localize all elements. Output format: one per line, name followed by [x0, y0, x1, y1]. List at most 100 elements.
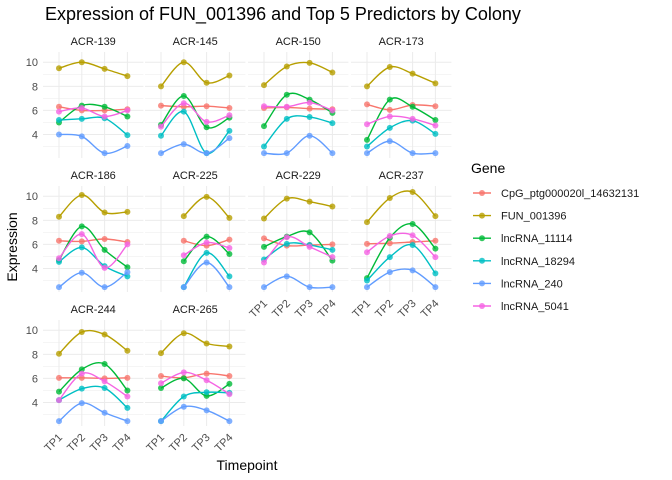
data-point	[78, 192, 85, 199]
data-point	[364, 143, 370, 150]
data-point	[78, 370, 85, 377]
data-point	[124, 132, 131, 139]
data-point	[124, 347, 131, 354]
series-line-lncRNA_18294	[58, 116, 128, 136]
data-point	[124, 264, 131, 271]
series-line-lncRNA_5041	[263, 236, 333, 263]
data-point	[226, 273, 233, 280]
data-point	[226, 343, 233, 350]
y-tick-label: 6	[32, 105, 38, 117]
data-point	[56, 103, 62, 110]
data-point	[329, 69, 336, 76]
data-point	[409, 267, 416, 274]
series-line-lncRNA_11114	[58, 225, 128, 268]
data-point	[386, 254, 393, 261]
x-tick-label: TP2	[270, 298, 293, 321]
data-point	[226, 380, 233, 387]
series-line-lncRNA_240	[263, 275, 333, 289]
facet-strip-label: ACR-225	[173, 170, 218, 182]
facet-panel: ACR-265 TP1 TP2 TP3 TP4	[144, 304, 246, 455]
data-point	[158, 83, 164, 90]
data-point	[261, 259, 267, 266]
data-point	[78, 244, 85, 251]
data-point	[203, 233, 210, 240]
data-point	[124, 107, 131, 114]
series-line-CpG_ptg000020l_14632131	[263, 106, 333, 110]
data-point	[101, 150, 108, 157]
series-line-lncRNA_5041	[58, 107, 128, 118]
series-line-FUN_001396	[58, 329, 128, 355]
data-point	[56, 255, 62, 262]
data-point	[56, 418, 62, 425]
series-line-CpG_ptg000020l_14632131	[160, 104, 230, 109]
data-point	[180, 108, 187, 115]
data-point	[386, 240, 393, 247]
data-point	[56, 284, 62, 291]
data-point	[203, 340, 210, 347]
data-point	[226, 214, 233, 221]
data-point	[226, 391, 233, 398]
facet-panel: ACR-139 4 6 8 10	[26, 36, 144, 158]
legend-key-point	[479, 257, 485, 264]
y-tick-label: 10	[26, 191, 38, 203]
data-point	[283, 115, 290, 122]
data-point	[124, 142, 131, 149]
facet-strip-label: ACR-186	[71, 170, 116, 182]
data-point	[78, 105, 85, 112]
data-point	[180, 375, 187, 382]
data-point	[158, 373, 164, 380]
legend-item: lncRNA_240	[473, 278, 563, 290]
series-line-lncRNA_18294	[58, 246, 128, 277]
data-point	[56, 65, 62, 72]
data-point	[283, 195, 290, 202]
series-line-lncRNA_18294	[263, 115, 333, 148]
data-point	[432, 213, 439, 220]
series-line-lncRNA_11114	[160, 377, 230, 397]
facet-strip-label: ACR-229	[276, 170, 321, 182]
data-point	[432, 270, 439, 277]
data-point	[56, 131, 62, 138]
facet-strip-label: ACR-265	[173, 304, 218, 316]
facet-panel: ACR-225	[145, 170, 246, 292]
series-line-lncRNA_240	[160, 137, 230, 154]
series-line-lncRNA_240	[160, 405, 230, 422]
facet-strip-label: ACR-145	[173, 36, 218, 48]
data-point	[78, 115, 85, 122]
legend-title: Gene	[471, 160, 505, 176]
data-point	[386, 269, 393, 276]
series-line-lncRNA_5041	[366, 232, 436, 258]
series-line-lncRNA_5041	[160, 102, 230, 128]
x-tick-label: TP3	[88, 432, 111, 455]
x-tick-label: TP1	[350, 298, 373, 321]
data-point	[283, 63, 290, 70]
data-point	[226, 251, 233, 258]
x-tick-label: TP2	[167, 432, 190, 455]
facet-panel: ACR-145	[145, 36, 246, 158]
data-point	[203, 124, 210, 131]
data-point	[78, 238, 85, 245]
data-point	[78, 366, 85, 373]
series-line-lncRNA_18294	[58, 385, 128, 409]
y-tick-label: 8	[32, 81, 38, 93]
data-point	[180, 59, 187, 66]
data-point	[364, 101, 370, 108]
legend-key-point	[479, 303, 485, 309]
series-line-lncRNA_240	[366, 140, 436, 155]
y-tick-label: 4	[32, 264, 38, 276]
data-point	[180, 92, 187, 99]
legend-label: lncRNA_18294	[501, 256, 575, 268]
data-point	[180, 100, 187, 107]
data-point	[432, 117, 439, 124]
y-tick-label: 4	[32, 398, 38, 410]
data-point	[261, 82, 267, 89]
data-point	[364, 83, 370, 90]
data-point	[203, 118, 210, 125]
data-point	[329, 241, 336, 248]
data-point	[409, 103, 416, 110]
data-point	[432, 245, 439, 252]
y-tick-label: 10	[26, 325, 38, 337]
series-line-lncRNA_11114	[58, 103, 128, 124]
data-point	[432, 122, 439, 129]
series-line-lncRNA_240	[263, 135, 333, 156]
